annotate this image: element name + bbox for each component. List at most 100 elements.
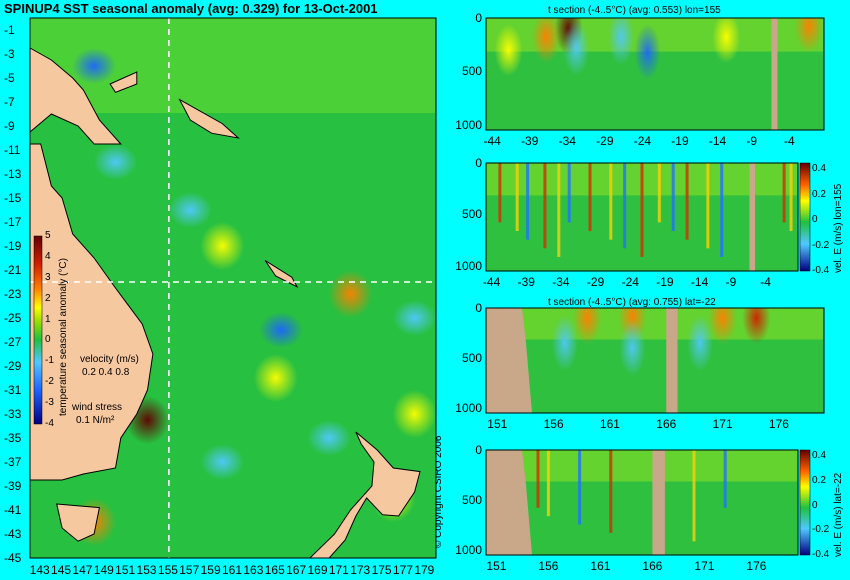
map-cool-patch (259, 312, 304, 348)
map-x-tick: 149 (93, 563, 114, 577)
section-background (486, 163, 798, 271)
velocity-legend: velocity (m/s) (80, 354, 139, 365)
colorbar-label: temperature seasonal anomaly (°C) (58, 258, 69, 416)
section-warm-patch (712, 18, 741, 64)
velocity-stripe (557, 163, 561, 257)
land-bismarck (109, 71, 138, 94)
map-y-tick: -3 (4, 47, 15, 61)
colorbar-tick: 5 (45, 230, 51, 241)
map-y-tick: -7 (4, 95, 15, 109)
velocity-colorbar (799, 449, 811, 556)
map-y-tick: -43 (4, 527, 22, 541)
section-warm-patch (532, 18, 561, 64)
section-y-tick: 0 (475, 11, 482, 25)
velocity-colorbar-tick: -0.4 (812, 549, 830, 560)
map-y-tick: -29 (4, 359, 22, 373)
map-x-tick: 143 (29, 563, 50, 577)
map-x-tick: 161 (222, 563, 243, 577)
velocity-stripe (543, 163, 547, 249)
section-x-tick: -9 (725, 275, 737, 289)
velocity-stripe (536, 450, 540, 508)
velocity-colorbar-label: vel. E (m/s) lat=-22 (833, 472, 844, 557)
section-x-tick: -39 (517, 275, 535, 289)
section-x-tick: 166 (656, 417, 677, 431)
map-x-tick: 165 (264, 563, 285, 577)
map-x-tick: 147 (72, 563, 93, 577)
velocity-colorbar-label: vel. E (m/s) lon=155 (833, 183, 844, 273)
map-cool-patch (307, 420, 352, 456)
section-x-tick: -24 (633, 134, 652, 148)
wind-scale: 0.1 N/m² (76, 415, 115, 426)
velocity-stripe (706, 163, 710, 249)
colorbar-tick: 4 (45, 250, 51, 262)
colorbar-tick: -1 (45, 355, 54, 367)
section-frame (485, 162, 799, 272)
section1-title: t section (-4..5°C) (avg: 0.553) lon=155 (548, 5, 721, 16)
map-y-tick: -21 (4, 263, 22, 277)
section3-title: t section (-4..5°C) (avg: 0.755) lat=-22 (548, 297, 716, 308)
section-cool-patch (563, 19, 590, 76)
velocity-colorbar-tick: 0 (812, 499, 818, 511)
map-warm-patch (392, 390, 437, 438)
section-x-tick: 156 (543, 417, 564, 431)
section-surface-layer (486, 450, 798, 482)
section-cool-patch (608, 18, 635, 66)
section-land (771, 18, 778, 130)
section-y-tick: 1000 (455, 401, 482, 415)
map-title: SPINUP4 SST seasonal anomaly (avg: 0.329… (4, 1, 378, 16)
map-y-tick: -11 (4, 143, 21, 157)
velocity-colorbar-tick: 0.2 (812, 188, 826, 200)
section-x-tick: -14 (708, 134, 727, 148)
land-australia (29, 143, 154, 481)
land-nz (308, 431, 421, 559)
map-warm-patch (253, 354, 298, 402)
section-x-tick: 176 (746, 559, 767, 573)
map-frame (29, 17, 437, 559)
section-x-tick: -4 (783, 134, 795, 148)
map-cool-patch (392, 300, 437, 336)
map-x-tick: 155 (157, 563, 178, 577)
velocity-stripe (623, 163, 627, 249)
section-background (486, 450, 798, 555)
section-land (652, 450, 665, 555)
velocity-colorbar (799, 162, 811, 272)
section-x-tick: 156 (538, 559, 559, 573)
section-x-tick: -9 (746, 134, 758, 148)
section-x-tick: -29 (586, 275, 605, 289)
section-land (666, 308, 678, 413)
velocity-stripe (671, 163, 675, 232)
land-newcal (264, 259, 299, 288)
section-x-tick: 166 (642, 559, 663, 573)
map-cool-patch (168, 192, 213, 228)
velocity-stripe (526, 163, 530, 240)
map-y-tick: -19 (4, 239, 22, 253)
colorbar-tick: -3 (45, 397, 54, 409)
colorbar-tick: -2 (45, 376, 54, 388)
section-x-tick: -24 (621, 275, 639, 289)
map-warm-patch (328, 270, 373, 318)
map-cool-patch (72, 48, 117, 84)
section-y-tick: 500 (461, 493, 482, 507)
section-coast-land (486, 450, 532, 555)
map-y-tick: -25 (4, 311, 22, 325)
velocity-stripe (515, 163, 519, 232)
colorbar-tick: 2 (45, 292, 51, 304)
map-y-tick: -33 (4, 407, 22, 421)
map-x-tick: 163 (243, 563, 264, 577)
map-x-tick: 151 (115, 563, 136, 577)
map-x-tick: 173 (350, 563, 371, 577)
velocity-stripe (657, 163, 661, 223)
map-y-tick: -23 (4, 287, 22, 301)
velocity-stripe (723, 450, 727, 508)
section-x-tick: -39 (521, 134, 539, 148)
velocity-colorbar-tick: -0.4 (812, 265, 830, 276)
sst-anomaly-map (29, 17, 437, 559)
section-y-tick: 500 (461, 64, 482, 79)
map-y-tick: -31 (4, 383, 22, 397)
velocity-colorbar-tick: 0.4 (812, 163, 826, 175)
velocity-colorbar-tick: -0.2 (812, 524, 830, 536)
velocity-stripe (609, 450, 613, 533)
velocity-stripe (720, 163, 724, 257)
map-x-tick: 167 (286, 563, 307, 577)
